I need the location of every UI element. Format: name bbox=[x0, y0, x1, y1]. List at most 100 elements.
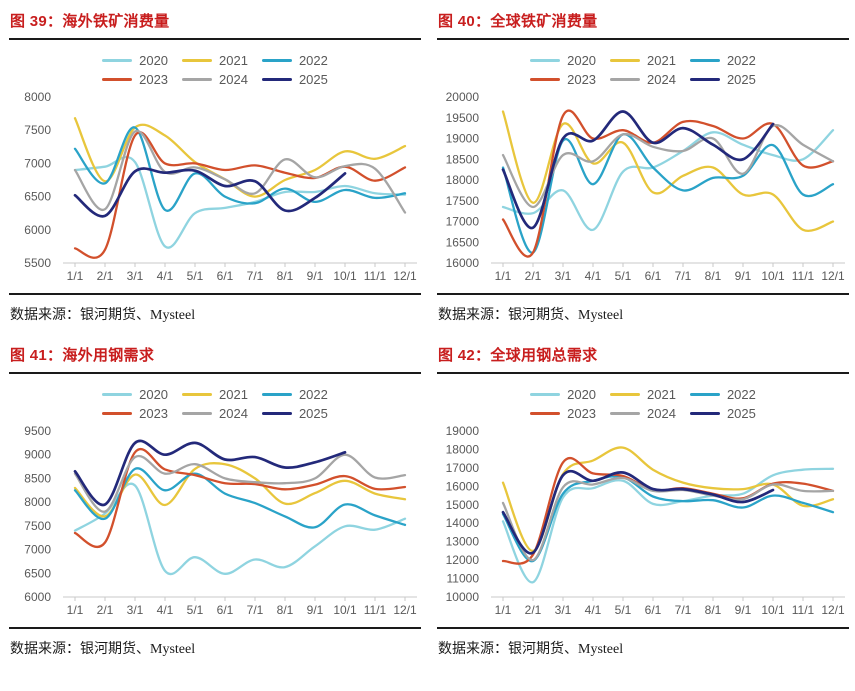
figure-title: 图 42：全球用钢总需求 bbox=[438, 347, 598, 364]
legend-label: 2023 bbox=[139, 406, 169, 421]
legend-item-2023: 2023 bbox=[530, 72, 596, 87]
series-lines bbox=[73, 117, 407, 259]
series-line-2025 bbox=[73, 167, 347, 218]
x-tick-label: 5/1 bbox=[615, 603, 632, 617]
y-tick-label: 19500 bbox=[446, 111, 480, 125]
y-tick-label: 17000 bbox=[446, 215, 480, 229]
legend-label: 2024 bbox=[647, 72, 676, 87]
x-tick-label: 8/1 bbox=[277, 603, 294, 617]
line-chart: 10000 11000 12000 13000 14000 15000 16000 17000… bbox=[437, 423, 849, 623]
legend-item-2020: 2020 bbox=[530, 53, 596, 68]
series-line-2024 bbox=[501, 476, 835, 562]
figure-39-header: 图 39：海外铁矿消费量 bbox=[9, 4, 421, 40]
y-tick-label: 20000 bbox=[446, 90, 480, 104]
series-line-2020 bbox=[73, 155, 407, 249]
x-tick-label: 8/1 bbox=[277, 269, 294, 283]
legend-label: 2025 bbox=[298, 72, 328, 87]
series-lines bbox=[501, 446, 835, 584]
figure-title: 图 41：海外用钢需求 bbox=[10, 347, 155, 364]
y-tick-label: 7500 bbox=[24, 519, 51, 533]
legend: 2020 2021 2022 2023 2024 2025 bbox=[437, 53, 849, 87]
x-tick-label: 6/1 bbox=[645, 603, 662, 617]
x-tick-label: 4/1 bbox=[157, 603, 174, 617]
y-tick-label: 6500 bbox=[24, 566, 51, 580]
x-axis: 1/1 2/1 3/1 4/1 5/1 6/1 7/1 8/1 9/1 10/1 11/1 12/1 bbox=[63, 262, 417, 283]
x-tick-label: 5/1 bbox=[187, 269, 204, 283]
figure-41-header: 图 41：海外用钢需求 bbox=[9, 338, 421, 374]
legend-swatch-2025 bbox=[689, 412, 720, 415]
figure-42-divider bbox=[437, 627, 849, 629]
legend-swatch-2020 bbox=[530, 59, 561, 62]
y-tick-label: 14000 bbox=[446, 516, 480, 530]
legend-label: 2023 bbox=[567, 406, 597, 421]
legend-label: 2025 bbox=[298, 406, 328, 421]
legend-label: 2020 bbox=[567, 53, 597, 68]
x-tick-label: 4/1 bbox=[157, 269, 174, 283]
figure-title: 图 40：全球铁矿消费量 bbox=[438, 13, 598, 30]
legend-label: 2025 bbox=[726, 72, 756, 87]
legend-item-2022: 2022 bbox=[261, 53, 328, 68]
y-tick-label: 12000 bbox=[446, 553, 480, 567]
y-tick-label: 16000 bbox=[446, 479, 480, 493]
legend-item-2021: 2021 bbox=[182, 53, 248, 68]
line-chart: 5500 6000 6500 7000 7500 8000 1/1 2/1 3/1 4/1 5/1 6… bbox=[9, 89, 421, 289]
line-chart: 6000 6500 7000 7500 8000 8500 9000 9500 1/1 2/1 3/… bbox=[9, 423, 421, 623]
legend-item-2021: 2021 bbox=[610, 53, 676, 68]
legend-swatch-2023 bbox=[530, 412, 561, 415]
y-tick-label: 11000 bbox=[447, 572, 480, 586]
legend-swatch-2024 bbox=[182, 412, 213, 415]
y-tick-label: 18500 bbox=[446, 152, 480, 166]
y-tick-label: 8000 bbox=[24, 90, 51, 104]
x-tick-label: 6/1 bbox=[217, 603, 234, 617]
y-tick-label: 7000 bbox=[24, 156, 51, 170]
x-tick-label: 9/1 bbox=[735, 603, 752, 617]
figure-42-header: 图 42：全球用钢总需求 bbox=[437, 338, 849, 374]
figure-41: 图 41：海外用钢需求 2020 2021 2022 2023 2024 2025 600… bbox=[9, 338, 421, 668]
series-lines bbox=[73, 439, 407, 575]
x-tick-label: 4/1 bbox=[585, 603, 602, 617]
y-tick-label: 13000 bbox=[446, 535, 480, 549]
legend: 2020 2021 2022 2023 2024 2025 bbox=[437, 387, 849, 421]
x-tick-label: 2/1 bbox=[97, 269, 114, 283]
y-axis-labels: 10000 11000 12000 13000 14000 15000 16000 17000… bbox=[446, 424, 480, 604]
legend-swatch-2024 bbox=[182, 78, 213, 81]
x-tick-label: 11/1 bbox=[364, 603, 387, 617]
series-line-2020 bbox=[73, 482, 407, 575]
legend-label: 2021 bbox=[219, 53, 248, 68]
legend-item-2023: 2023 bbox=[102, 406, 168, 421]
legend-item-2025: 2025 bbox=[689, 406, 756, 421]
legend-swatch-2022 bbox=[261, 59, 292, 62]
legend-label: 2023 bbox=[567, 72, 597, 87]
x-tick-label: 11/1 bbox=[792, 603, 815, 617]
y-tick-label: 7000 bbox=[24, 543, 51, 557]
line-chart-svg: 5500 6000 6500 7000 7500 8000 1/1 2/1 3/1 4/1 5/1 6… bbox=[24, 90, 417, 283]
legend-item-2025: 2025 bbox=[261, 72, 328, 87]
y-tick-label: 8000 bbox=[24, 495, 51, 509]
series-line-2022 bbox=[501, 133, 835, 254]
y-tick-label: 6000 bbox=[24, 223, 51, 237]
x-tick-label: 6/1 bbox=[217, 269, 234, 283]
y-tick-label: 18000 bbox=[446, 442, 480, 456]
line-chart-svg: 6000 6500 7000 7500 8000 8500 9000 9500 1/1 2/1 3/… bbox=[24, 424, 417, 617]
x-axis: 1/1 2/1 3/1 4/1 5/1 6/1 7/1 8/1 9/1 10/1 11/1 12/1 bbox=[63, 596, 417, 617]
y-tick-label: 17500 bbox=[446, 194, 480, 208]
legend-swatch-2025 bbox=[261, 78, 292, 81]
x-tick-label: 9/1 bbox=[735, 269, 752, 283]
legend-label: 2025 bbox=[726, 406, 756, 421]
data-source: 数据来源：银河期货、Mysteel bbox=[10, 308, 196, 323]
x-tick-label: 1/1 bbox=[67, 603, 84, 617]
x-tick-label: 11/1 bbox=[792, 269, 815, 283]
legend-label: 2022 bbox=[298, 53, 328, 68]
y-tick-label: 6500 bbox=[24, 190, 51, 204]
x-tick-label: 2/1 bbox=[525, 603, 542, 617]
series-line-2020 bbox=[501, 467, 835, 584]
x-tick-label: 5/1 bbox=[615, 269, 632, 283]
legend-swatch-2022 bbox=[689, 59, 720, 62]
x-axis: 1/1 2/1 3/1 4/1 5/1 6/1 7/1 8/1 9/1 10/1 11/1 12/1 bbox=[491, 262, 845, 283]
figure-39-divider bbox=[9, 293, 421, 295]
legend-label: 2022 bbox=[298, 387, 328, 402]
x-tick-label: 9/1 bbox=[307, 269, 324, 283]
data-source: 数据来源：银河期货、Mysteel bbox=[438, 642, 624, 657]
legend-label: 2021 bbox=[647, 53, 676, 68]
legend-item-2020: 2020 bbox=[102, 53, 168, 68]
